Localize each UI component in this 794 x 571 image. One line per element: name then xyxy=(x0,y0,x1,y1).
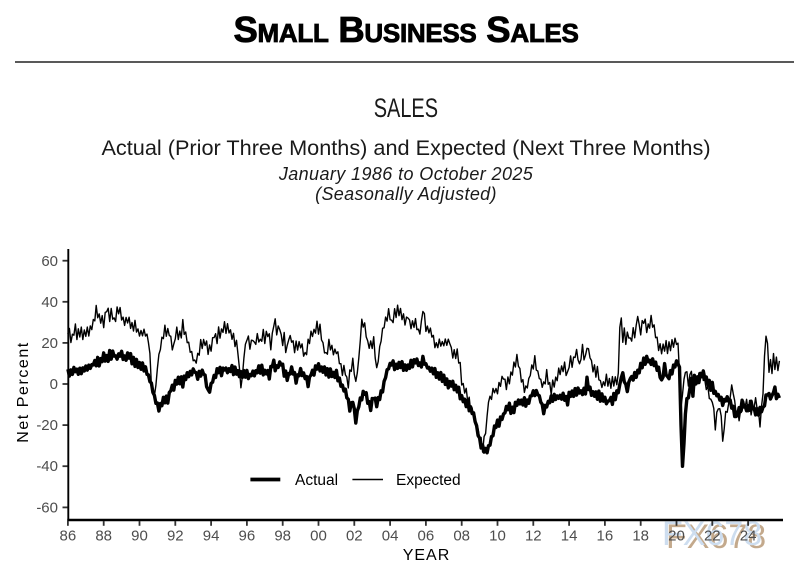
svg-text:60: 60 xyxy=(41,253,58,270)
svg-text:20: 20 xyxy=(41,335,58,352)
svg-text:Net Percent: Net Percent xyxy=(15,341,32,443)
svg-text:0: 0 xyxy=(50,376,58,393)
svg-text:94: 94 xyxy=(203,528,220,545)
svg-text:16: 16 xyxy=(597,528,614,545)
svg-text:YEAR: YEAR xyxy=(403,547,451,564)
svg-text:88: 88 xyxy=(95,528,112,545)
svg-text:10: 10 xyxy=(489,528,506,545)
svg-text:04: 04 xyxy=(382,528,399,545)
svg-text:-60: -60 xyxy=(36,499,58,516)
svg-text:24: 24 xyxy=(740,528,757,545)
svg-text:06: 06 xyxy=(418,528,435,545)
svg-text:22: 22 xyxy=(704,528,721,545)
svg-text:Actual: Actual xyxy=(295,472,338,489)
svg-text:02: 02 xyxy=(346,528,363,545)
svg-text:00: 00 xyxy=(310,528,327,545)
svg-text:-40: -40 xyxy=(36,458,58,475)
svg-text:40: 40 xyxy=(41,294,58,311)
svg-text:20: 20 xyxy=(668,528,685,545)
svg-text:Expected: Expected xyxy=(396,472,461,489)
svg-text:08: 08 xyxy=(453,528,470,545)
svg-text:92: 92 xyxy=(167,528,184,545)
svg-text:90: 90 xyxy=(131,528,148,545)
svg-text:14: 14 xyxy=(561,528,578,545)
svg-text:96: 96 xyxy=(239,528,256,545)
svg-text:12: 12 xyxy=(525,528,542,545)
svg-text:-20: -20 xyxy=(36,417,58,434)
svg-text:86: 86 xyxy=(60,528,77,545)
svg-text:98: 98 xyxy=(274,528,291,545)
svg-text:18: 18 xyxy=(632,528,649,545)
